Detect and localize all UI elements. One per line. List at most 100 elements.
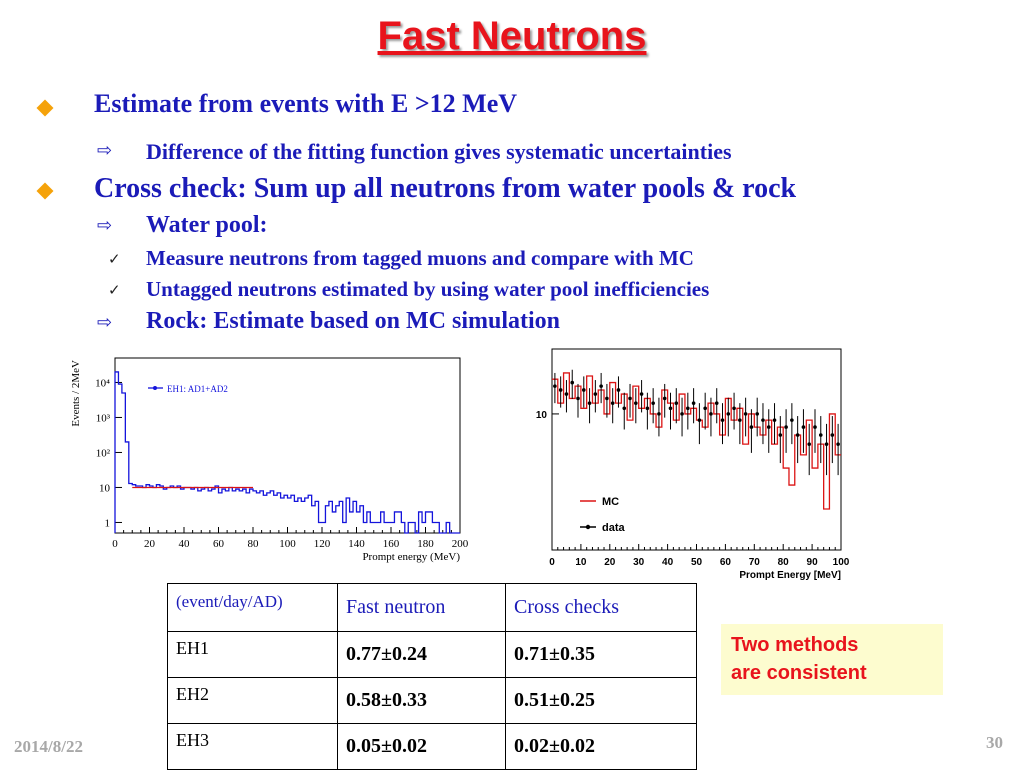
data-point xyxy=(616,388,621,392)
x-tick-label: 50 xyxy=(691,557,703,568)
table-row: EH3 0.05±0.02 0.02±0.02 xyxy=(167,723,697,770)
eh1-energy-spectrum-plot: 0 20 40 60 80 100 120 140 160 180 200 1 10 10² 10³ 10⁴ P… xyxy=(70,357,469,563)
y-tick-label: 1 xyxy=(105,517,111,529)
data-point xyxy=(732,406,736,411)
data-point xyxy=(680,412,684,416)
data-point xyxy=(790,418,794,422)
y-tick-label: 10 xyxy=(99,482,111,494)
table-cell: 0.77±0.24 xyxy=(337,631,506,678)
x-axis-label: Prompt energy (MeV) xyxy=(362,551,460,563)
data-point xyxy=(610,401,615,405)
x-tick-label: 160 xyxy=(383,538,400,550)
bullet-2-sub-2-text: Rock: Estimate based on MC simulation xyxy=(146,308,561,334)
data-point xyxy=(709,412,713,416)
data-point xyxy=(726,412,731,416)
data-point xyxy=(743,412,748,416)
data-point xyxy=(599,384,603,388)
data-point xyxy=(801,425,806,429)
data-point xyxy=(818,433,823,437)
legend-marker xyxy=(153,386,157,390)
bullet-2-check-1-text: Measure neutrons from tagged muons and c… xyxy=(146,246,694,270)
x-tick-label: 100 xyxy=(279,538,296,550)
x-tick-label: 180 xyxy=(417,538,434,550)
x-tick-label: 10 xyxy=(575,557,587,568)
table-cell: EH2 xyxy=(167,677,338,724)
data-point xyxy=(697,418,702,422)
checkmark-icon: ✓ xyxy=(108,283,121,299)
diamond-bullet-icon xyxy=(36,182,54,200)
outline-arrow-icon: ⇨ xyxy=(97,140,113,160)
x-tick-label: 100 xyxy=(833,557,850,568)
table-cell: 0.51±0.25 xyxy=(505,677,697,724)
data-point xyxy=(651,401,655,405)
y-tick-label: 10³ xyxy=(96,412,111,424)
y-tick-label: 10² xyxy=(96,447,111,459)
y-axis-label: Events / 2MeV xyxy=(70,360,82,427)
table-row: EH1 0.77±0.24 0.71±0.35 xyxy=(167,631,697,678)
x-tick-label: 140 xyxy=(348,538,365,550)
mc-data-comparison-plot: 0 10 20 30 40 50 60 70 80 90 100 10 Prompt Energy [M… xyxy=(536,348,850,581)
data-point xyxy=(553,384,557,388)
x-tick-label: 20 xyxy=(604,557,616,568)
data-point xyxy=(570,380,575,385)
table-header-cell: (event/day/AD) xyxy=(167,583,338,632)
data-point xyxy=(761,418,765,422)
slide-date: 2014/8/22 xyxy=(14,737,83,756)
bullet-2-text: Cross check: Sum up all neutrons from wa… xyxy=(94,173,797,204)
data-point xyxy=(772,418,777,422)
data-point xyxy=(662,396,667,401)
data-point xyxy=(558,388,563,392)
data-point xyxy=(593,392,598,396)
data-point xyxy=(605,396,609,401)
data-point xyxy=(668,406,673,411)
x-tick-label: 70 xyxy=(749,557,761,568)
legend-label-data: data xyxy=(602,522,626,534)
outline-arrow-icon: ⇨ xyxy=(97,215,113,235)
table-cell: 0.58±0.33 xyxy=(337,677,506,724)
x-tick-label: 90 xyxy=(807,557,819,568)
x-tick-label: 40 xyxy=(662,557,674,568)
data-point xyxy=(824,442,829,446)
x-tick-label: 20 xyxy=(144,538,156,550)
note-line: Two methods xyxy=(731,634,859,656)
data-point xyxy=(674,401,679,405)
data-point xyxy=(622,406,627,411)
data-point xyxy=(720,418,725,422)
y-tick-label: 10 xyxy=(536,410,548,421)
bullet-2-sub-1-text: Water pool: xyxy=(146,212,268,238)
x-tick-label: 40 xyxy=(179,538,191,550)
data-point xyxy=(703,406,707,411)
table-header-cell: Fast neutron xyxy=(337,583,506,632)
diamond-bullet-icon xyxy=(36,99,54,117)
data-point xyxy=(657,412,661,416)
data-point xyxy=(714,401,719,405)
outline-arrow-icon: ⇨ xyxy=(97,312,113,332)
data-point xyxy=(691,401,696,405)
y-tick-label: 10⁴ xyxy=(95,377,110,389)
data-point xyxy=(738,418,742,422)
table-cell: 0.05±0.02 xyxy=(337,723,506,770)
x-axis-label: Prompt Energy [MeV] xyxy=(739,570,841,581)
data-point xyxy=(686,406,690,411)
data-point xyxy=(576,396,580,401)
plot-frame xyxy=(551,348,842,551)
data-point xyxy=(766,425,771,429)
x-tick-label: 60 xyxy=(720,557,732,568)
data-point xyxy=(813,425,817,429)
legend-label: EH1: AD1+AD2 xyxy=(167,384,228,394)
bullet-2-check-2-text: Untagged neutrons estimated by using wat… xyxy=(146,277,710,301)
x-tick-label: 0 xyxy=(549,557,555,568)
x-tick-label: 0 xyxy=(112,538,118,550)
data-point xyxy=(830,433,835,437)
rate-table: (event/day/AD) Fast neutron Cross checks… xyxy=(167,583,697,770)
conclusion-note: Two methods are consistent xyxy=(721,624,943,695)
table-cell: EH1 xyxy=(167,631,338,678)
table-cell: EH3 xyxy=(167,723,338,770)
data-point xyxy=(795,433,800,437)
page-number: 30 xyxy=(986,733,1003,752)
data-point xyxy=(778,433,783,437)
bullet-1-text: Estimate from events with E >12 MeV xyxy=(94,89,518,118)
data-point xyxy=(587,401,592,405)
bullet-1-sub-text: Difference of the fitting function gives… xyxy=(146,139,732,164)
table-cell: 0.02±0.02 xyxy=(505,723,697,770)
